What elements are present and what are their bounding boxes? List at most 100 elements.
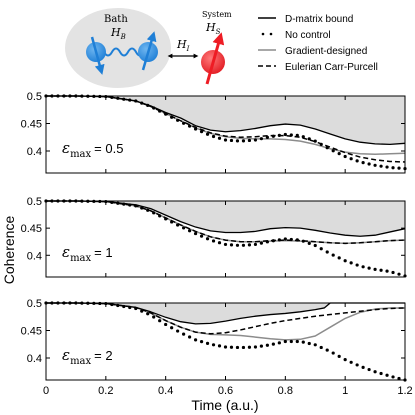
no-control-point: [319, 247, 323, 251]
no-control-point: [158, 319, 162, 323]
no-control-point: [122, 304, 126, 309]
no-control-point: [313, 139, 317, 143]
no-control-point: [379, 268, 383, 272]
no-control-point: [277, 341, 281, 345]
no-control-point: [325, 348, 329, 352]
no-control-point: [188, 335, 192, 339]
no-control-point: [379, 371, 383, 376]
no-control-point: [170, 220, 174, 224]
no-control-point: [301, 135, 305, 139]
y-tick-label: 0.5: [27, 91, 42, 103]
no-control-point: [199, 234, 204, 238]
bath-hamiltonian: HB: [110, 26, 126, 41]
no-control-point: [188, 229, 192, 233]
y-tick-label: 0.45: [21, 119, 42, 131]
no-control-point: [373, 370, 377, 374]
no-control-point: [391, 375, 395, 379]
no-control-point: [116, 201, 120, 205]
no-control-point: [223, 242, 228, 247]
no-control-point: [265, 135, 269, 139]
no-control-point: [182, 226, 186, 230]
x-tick-label: 0.2: [98, 385, 113, 397]
no-control-point: [134, 306, 138, 311]
no-control-point: [379, 164, 383, 168]
legend: D-matrix bound No control Gradient-desig…: [258, 14, 378, 73]
no-control-point: [367, 162, 371, 166]
no-control-point: [295, 339, 299, 344]
no-control-point: [146, 103, 150, 107]
no-control-point: [271, 239, 275, 243]
x-tick-label: 0.6: [218, 385, 233, 397]
no-control-point: [253, 138, 258, 142]
no-control-point: [211, 134, 216, 139]
no-control-point: [283, 132, 287, 137]
no-control-point: [343, 154, 347, 159]
no-control-point: [337, 354, 341, 358]
no-control-point: [229, 345, 234, 349]
legend-swatch-dot: [269, 32, 273, 36]
no-control-point: [217, 344, 222, 348]
chart-panel: 0.5 0.45 0.4 0 0.2 0.4 0.6 0.8 1 1.2 εmax = 2: [21, 298, 413, 397]
no-control-point: [164, 217, 168, 221]
no-control-point: [277, 238, 281, 242]
no-control-point: [271, 134, 275, 138]
no-control-point: [391, 270, 395, 275]
no-control-point: [397, 166, 401, 170]
no-control-point: [235, 139, 240, 143]
no-control-point: [361, 161, 365, 165]
legend-label: D-matrix bound: [285, 14, 353, 25]
bath-label: Bath: [104, 14, 128, 25]
x-axis-label: Time (a.u.): [191, 397, 258, 413]
no-control-point: [134, 204, 138, 208]
epsilon-annotation: εmax = 2: [62, 346, 113, 367]
no-control-point: [391, 166, 395, 170]
no-control-point: [289, 237, 293, 242]
no-control-point: [116, 96, 120, 100]
no-control-point: [205, 341, 210, 345]
no-control-point: [331, 253, 335, 257]
no-control-point: [331, 149, 335, 153]
no-control-point: [211, 239, 216, 243]
no-control-point: [164, 112, 168, 116]
no-control-point: [110, 302, 114, 307]
no-control-point: [373, 267, 377, 271]
legend-label: Gradient-designed: [285, 46, 367, 57]
no-control-point: [397, 376, 401, 381]
no-control-point: [235, 345, 240, 350]
no-control-point: [349, 261, 353, 265]
no-control-point: [229, 243, 234, 247]
no-control-point: [158, 214, 162, 218]
no-control-point: [283, 237, 287, 241]
no-control-point: [289, 133, 293, 137]
x-tick-label: 1.2: [397, 385, 412, 397]
no-control-point: [199, 340, 204, 344]
no-control-point: [176, 223, 180, 227]
chart-panel: 0.5 0.45 0.4 εmax = 0.5: [21, 91, 407, 174]
no-control-point: [211, 343, 216, 347]
no-control-point: [355, 263, 359, 267]
no-control-point: [193, 338, 198, 342]
no-control-point: [259, 344, 263, 348]
no-control-point: [170, 326, 174, 330]
no-control-point: [343, 358, 347, 362]
no-control-point: [373, 163, 377, 167]
y-axis-label: Coherence: [1, 216, 17, 285]
no-control-point: [110, 200, 114, 205]
no-control-point: [319, 142, 323, 146]
no-control-point: [241, 243, 246, 247]
no-control-point: [223, 138, 228, 142]
no-control-point: [182, 121, 186, 125]
no-control-point: [241, 139, 246, 143]
no-control-point: [199, 130, 204, 134]
no-control-point: [146, 208, 150, 212]
bath-spin-right-arrow: [141, 31, 157, 71]
epsilon-annotation: εmax = 1: [62, 243, 113, 264]
no-control-point: [259, 241, 263, 245]
no-control-point: [128, 98, 132, 102]
no-control-point: [134, 99, 138, 103]
x-tick-label: 0.8: [278, 385, 293, 397]
no-control-point: [325, 146, 329, 150]
no-control-point: [205, 132, 210, 136]
system-label: System: [202, 10, 232, 19]
